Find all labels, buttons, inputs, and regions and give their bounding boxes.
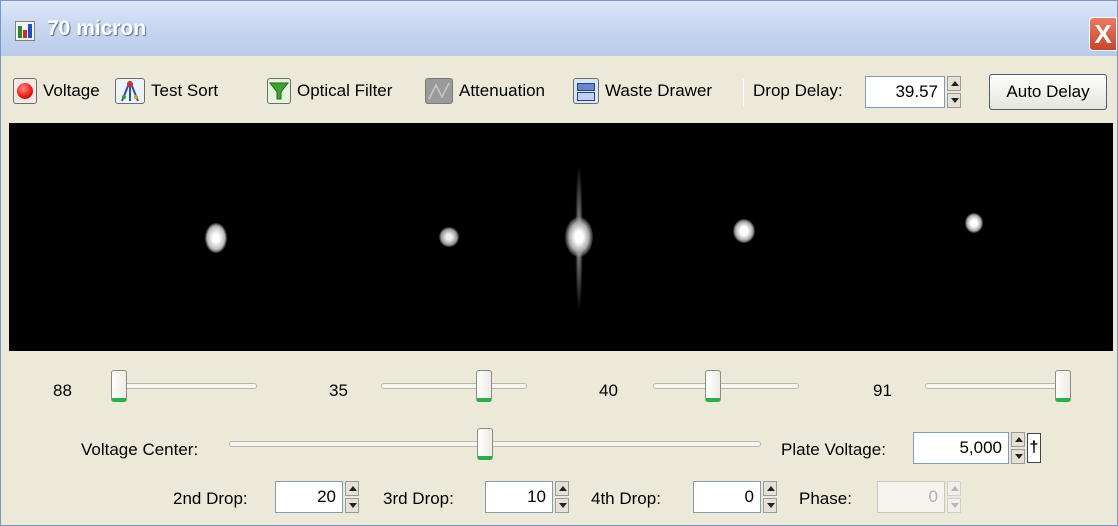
auto-delay-button[interactable]: Auto Delay <box>989 74 1107 110</box>
spin-down-icon[interactable] <box>345 498 359 513</box>
third-drop-spinner[interactable] <box>555 481 569 513</box>
droplet-4 <box>733 219 755 243</box>
second-drop-label: 2nd Drop: <box>173 489 248 508</box>
spin-up-icon[interactable] <box>763 481 777 496</box>
spin-up-icon[interactable] <box>555 481 569 496</box>
slider-3-track[interactable] <box>653 383 799 389</box>
voltage-center-track[interactable] <box>229 441 761 447</box>
attenuation-label: Attenuation <box>459 81 546 100</box>
attenuation-icon <box>425 78 453 104</box>
spin-up-icon <box>947 481 961 496</box>
toolbar: Voltage Test Sort Optical Filter <box>9 67 1113 115</box>
test-sort-label: Test Sort <box>151 81 219 100</box>
attenuation-button[interactable]: Attenuation <box>425 74 545 108</box>
slider-3-thumb[interactable] <box>705 370 721 402</box>
slider-1-track[interactable] <box>111 383 257 389</box>
spin-down-icon[interactable] <box>1011 449 1025 464</box>
waste-drawer-button[interactable]: Waste Drawer <box>573 74 712 108</box>
spin-up-icon[interactable] <box>1011 432 1025 447</box>
drop-delay-spinner[interactable] <box>947 76 961 108</box>
slider-1-value: 88 <box>53 381 72 400</box>
second-drop-input[interactable]: 20 <box>275 481 343 513</box>
plate-voltage-spinner[interactable] <box>1011 432 1025 464</box>
slider-3-value: 40 <box>599 381 618 400</box>
drop-delay-input[interactable]: 39.57 <box>865 76 945 108</box>
spin-down-icon[interactable] <box>763 498 777 513</box>
droplet-1 <box>205 223 227 253</box>
phase-spinner <box>947 481 961 513</box>
droplet-5 <box>965 213 983 233</box>
third-drop-label: 3rd Drop: <box>383 489 454 508</box>
spin-down-icon <box>947 498 961 513</box>
voltage-center-label: Voltage Center: <box>81 440 199 459</box>
droplet-3 <box>565 217 593 257</box>
slider-4-track[interactable] <box>925 383 1071 389</box>
waste-drawer-label: Waste Drawer <box>605 81 713 100</box>
fourth-drop-input[interactable]: 0 <box>693 481 761 513</box>
voltage-label: Voltage <box>43 81 100 100</box>
title-bar[interactable]: 70 micron X <box>1 1 1117 56</box>
plate-voltage-label: Plate Voltage: <box>781 440 886 459</box>
slider-2-value: 35 <box>329 381 348 400</box>
slider-4-thumb[interactable] <box>1055 370 1071 402</box>
test-sort-button[interactable]: Test Sort <box>115 74 218 108</box>
slider-2-thumb[interactable] <box>475 370 492 402</box>
third-drop-input[interactable]: 10 <box>485 481 553 513</box>
optical-filter-icon <box>267 78 291 104</box>
test-sort-icon <box>115 78 145 104</box>
fourth-drop-spinner[interactable] <box>763 481 777 513</box>
spin-down-icon[interactable] <box>947 93 961 108</box>
plate-voltage-input[interactable]: 5,000 <box>913 432 1009 464</box>
slider-4-value: 91 <box>873 381 892 400</box>
optical-filter-label: Optical Filter <box>297 81 393 100</box>
close-button[interactable]: X <box>1089 17 1117 51</box>
second-drop-spinner[interactable] <box>345 481 359 513</box>
plate-voltage-toggle[interactable]: † <box>1027 433 1041 463</box>
optical-filter-button[interactable]: Optical Filter <box>267 74 392 108</box>
slider-2-track[interactable] <box>381 383 527 389</box>
window-title: 70 micron <box>47 17 147 40</box>
phase-input: 0 <box>877 481 945 513</box>
app-icon <box>15 21 35 41</box>
spin-down-icon[interactable] <box>555 498 569 513</box>
waste-drawer-icon <box>573 78 599 104</box>
phase-label: Phase: <box>799 489 852 508</box>
slider-1-thumb[interactable] <box>111 370 127 402</box>
voltage-center-thumb[interactable] <box>476 428 493 460</box>
droplet-camera-view <box>9 123 1113 351</box>
voltage-power-icon <box>13 78 37 104</box>
voltage-button[interactable]: Voltage <box>13 74 100 108</box>
toolbar-separator <box>743 79 744 107</box>
drop-delay-label: Drop Delay: <box>753 81 843 100</box>
spin-up-icon[interactable] <box>345 481 359 496</box>
spin-up-icon[interactable] <box>947 76 961 91</box>
droplet-2 <box>439 227 459 247</box>
fourth-drop-label: 4th Drop: <box>591 489 661 508</box>
